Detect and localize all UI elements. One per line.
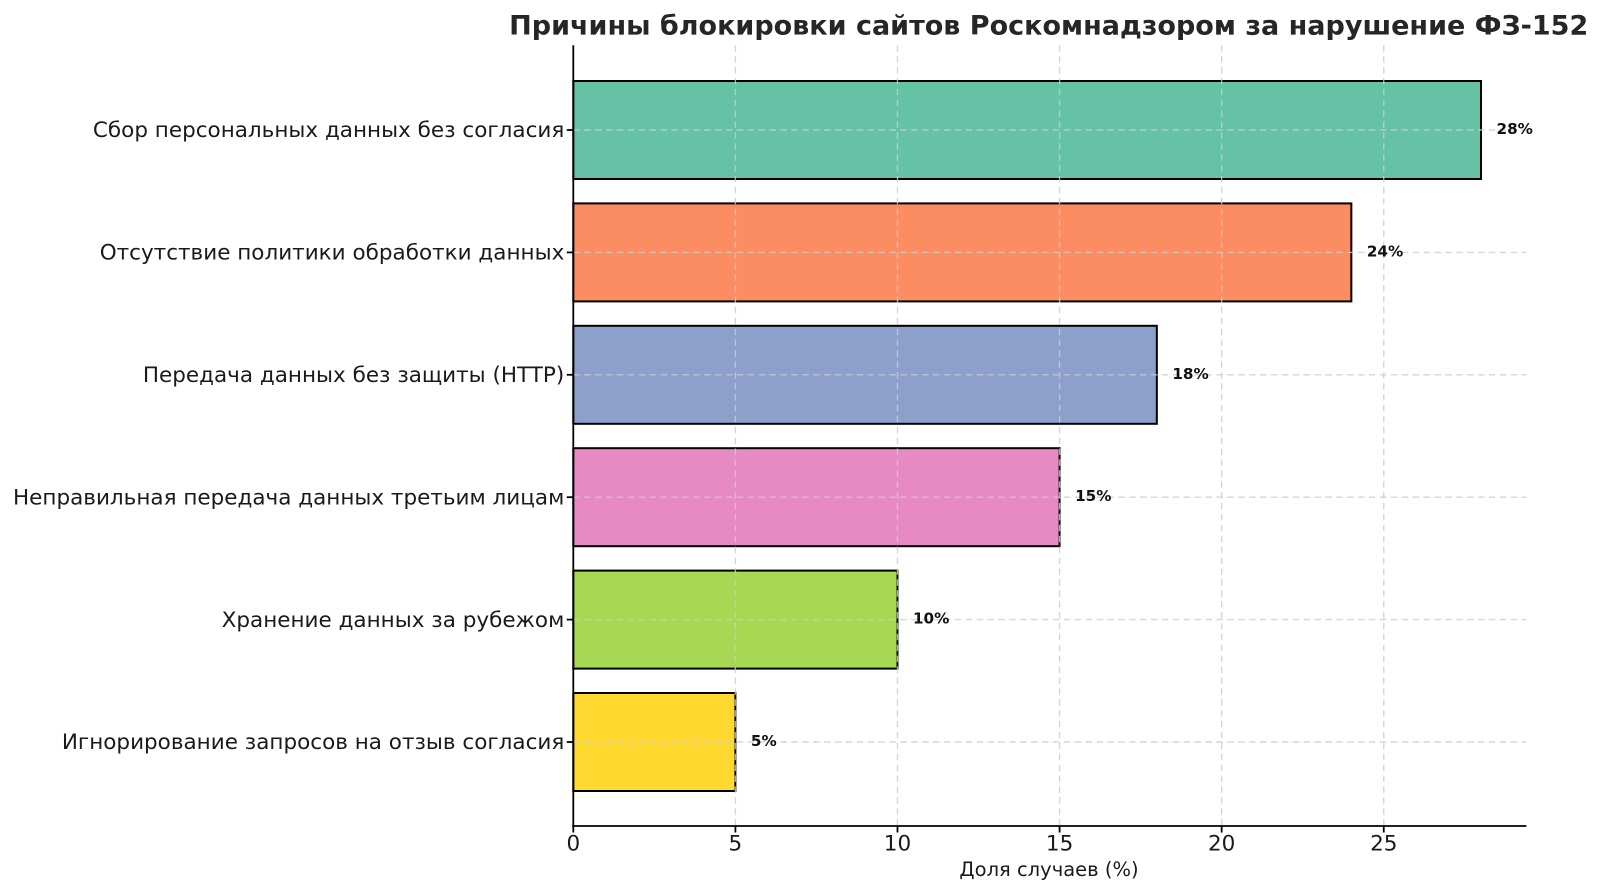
category-tick-label: Сбор персональных данных без согласия [93, 118, 564, 143]
chart-title: Причины блокировки сайтов Роскомнадзором… [509, 10, 1588, 41]
bar [572, 569, 899, 670]
grid-layer [573, 45, 1527, 826]
x-tick-label: 10 [884, 831, 911, 856]
bar-value-label: 10% [913, 610, 949, 628]
axes-layer [566, 45, 1527, 833]
category-tick-label: Передача данных без защиты (HTTP) [143, 363, 564, 388]
x-tick-label: 0 [566, 831, 580, 856]
bar-value-label: 5% [751, 732, 777, 750]
x-tick-label: 15 [1046, 831, 1073, 856]
x-tick-label: 5 [729, 831, 743, 856]
bar-value-label: 24% [1367, 242, 1403, 260]
bars-layer [572, 80, 1483, 792]
bar [572, 202, 1353, 303]
labels-layer: Сбор персональных данных без согласия 28%… [13, 118, 1533, 856]
category-tick-label: Хранение данных за рубежом [222, 608, 565, 633]
category-tick-label: Игнорирование запросов на отзыв согласия [62, 730, 564, 755]
x-tick-label: 25 [1370, 831, 1397, 856]
bar-value-label: 15% [1075, 487, 1111, 505]
x-axis-label: Доля случаев (%) [959, 858, 1138, 881]
x-tick-label: 20 [1208, 831, 1235, 856]
bar-value-label: 28% [1497, 120, 1533, 138]
category-tick-label: Отсутствие политики обработки данных [100, 241, 565, 266]
bar-value-label: 18% [1172, 365, 1208, 383]
category-tick-label: Неправильная передача данных третьим лиц… [13, 485, 564, 510]
